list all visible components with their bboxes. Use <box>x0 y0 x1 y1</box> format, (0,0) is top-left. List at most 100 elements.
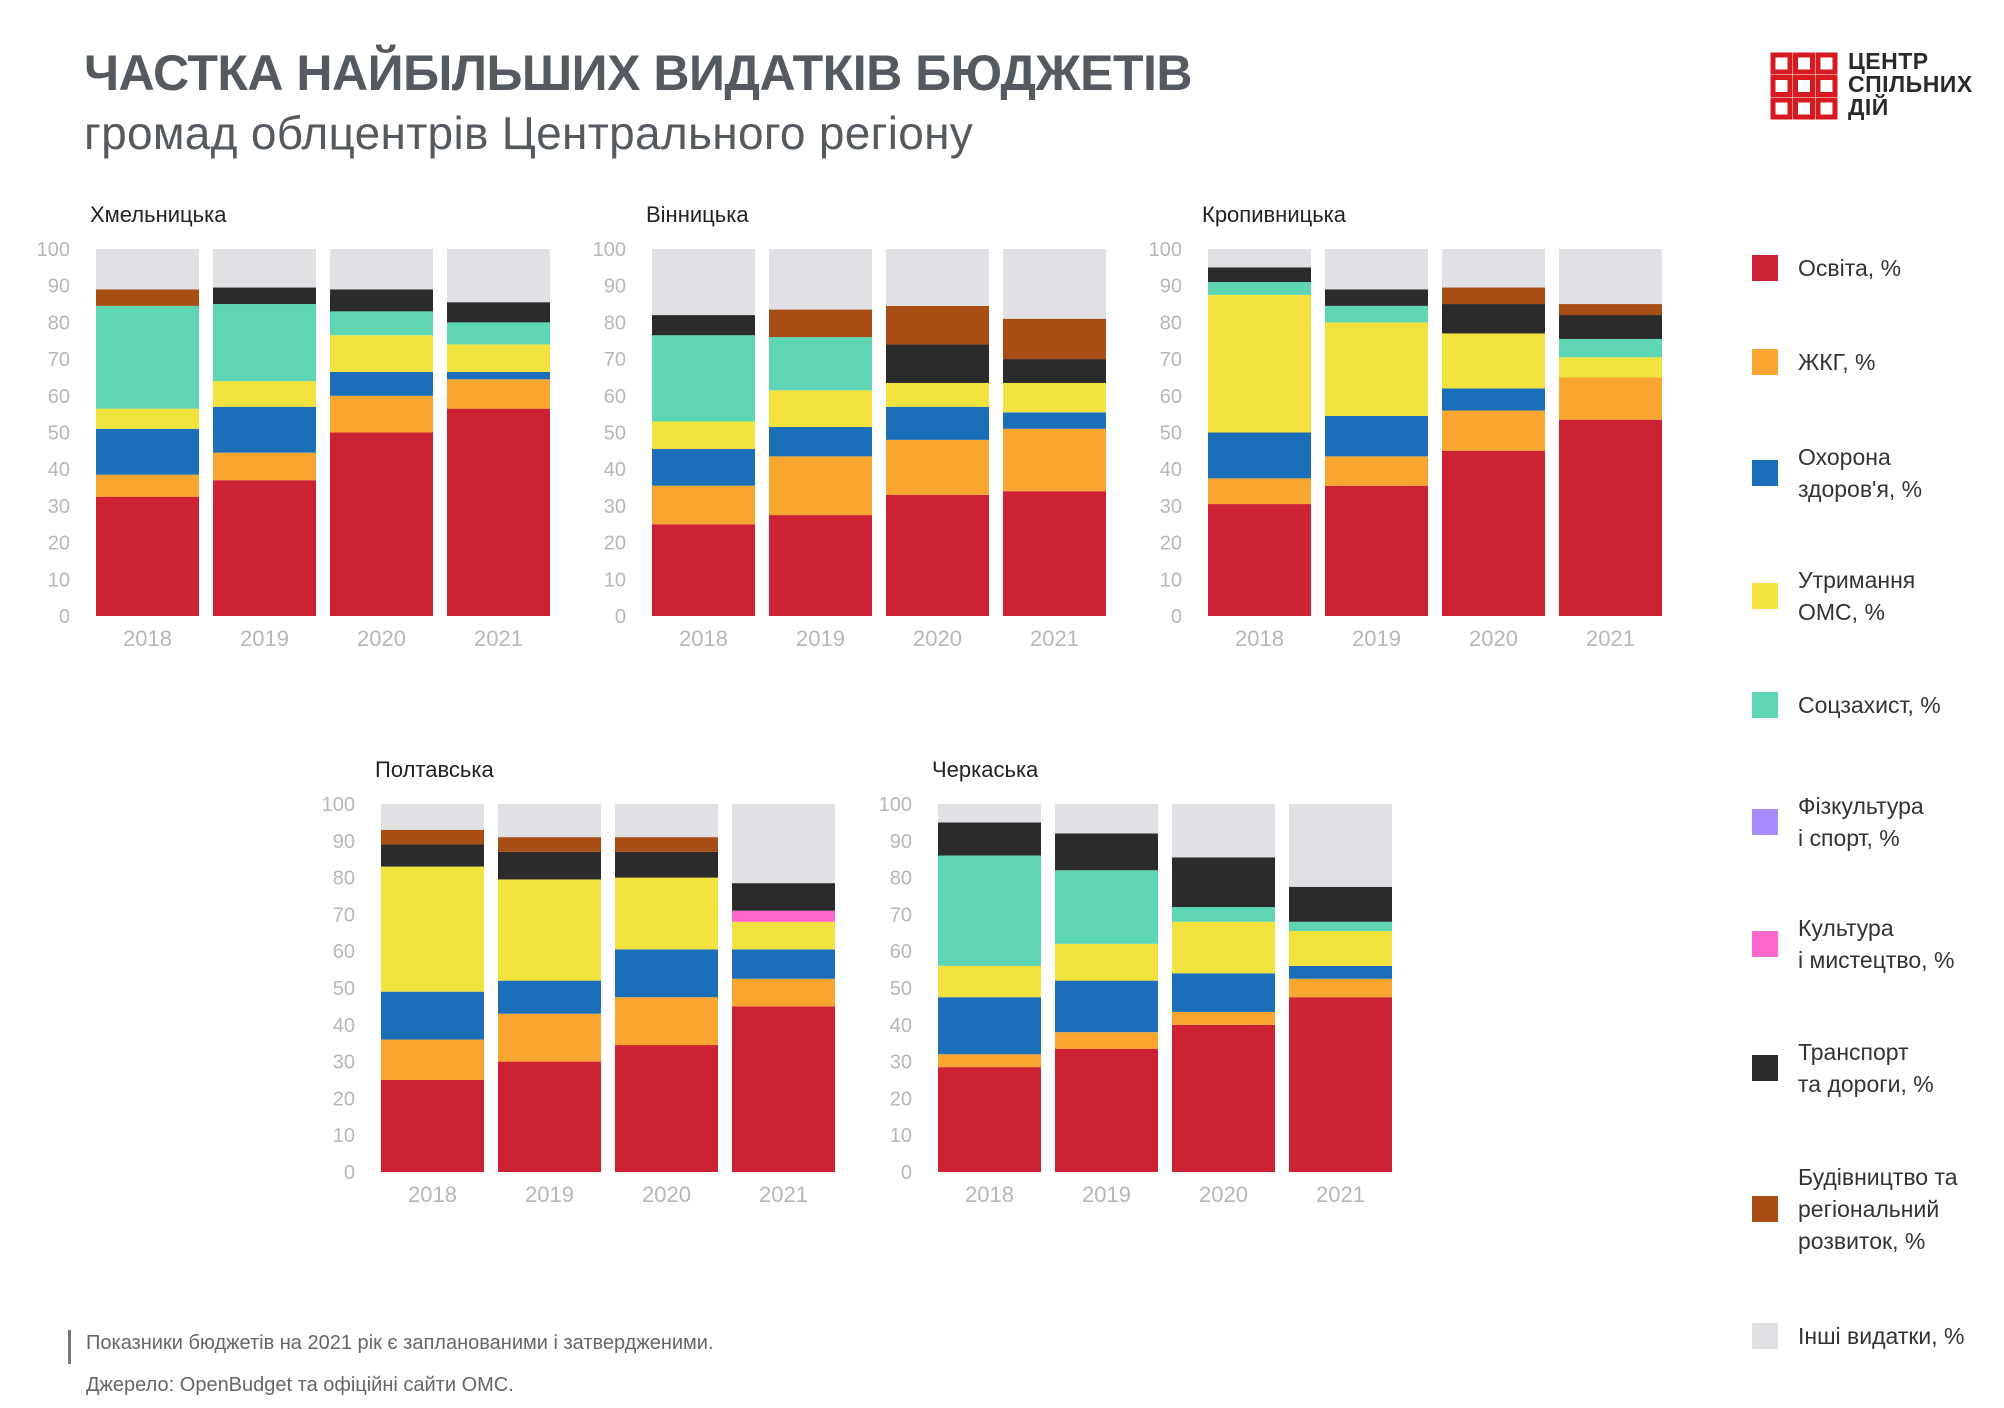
y-tick-label: 40 <box>1160 459 1182 481</box>
bar-segment <box>1003 382 1106 413</box>
footer-divider <box>68 1330 71 1364</box>
chart-panel: Вінницька 0 10 20 30 40 50 60 70 80 90 100 2018 2019 2… <box>593 202 1106 651</box>
bar-segment <box>1289 930 1392 966</box>
legend: Освіта, % ЖКГ, % Охорона здоров'я, % Утрима… <box>1752 0 2002 1408</box>
bar-segment <box>1172 1011 1275 1025</box>
bar-segment <box>886 305 989 345</box>
bar-segment <box>447 344 550 372</box>
y-tick-label: 70 <box>890 904 912 926</box>
bar-segment <box>615 804 718 838</box>
bar-segment <box>381 804 484 830</box>
bar-segment <box>1003 359 1106 383</box>
y-tick-label: 0 <box>1171 606 1182 628</box>
y-tick-label: 50 <box>48 423 70 445</box>
bar-segment <box>96 474 199 497</box>
y-tick-label: 50 <box>604 423 626 445</box>
bar-segment <box>1055 1048 1158 1172</box>
legend-label: Охорона здоров'я, % <box>1798 444 1923 502</box>
logo-line: ДІЙ <box>1848 94 1889 120</box>
bar-segment <box>1208 267 1311 283</box>
y-tick-label: 0 <box>344 1162 355 1184</box>
bar-segment <box>1325 305 1428 323</box>
legend-label: Соцзахист, % <box>1798 692 1941 718</box>
panel-title: Вінницька <box>646 202 749 227</box>
bar-segment <box>498 980 601 1014</box>
bar-segment <box>1172 857 1275 908</box>
bar-segment <box>886 406 989 440</box>
bar-segment <box>1289 921 1392 931</box>
y-tick-label: 10 <box>48 569 70 591</box>
bar-segment <box>1055 870 1158 944</box>
bar-segment <box>732 910 835 922</box>
bar-segment <box>1003 428 1106 492</box>
bar-segment <box>732 804 835 884</box>
bar-segment <box>96 289 199 306</box>
bar-segment <box>1325 456 1428 486</box>
bar-segment <box>615 837 718 852</box>
bar-segment <box>652 449 755 486</box>
chart-panel: Полтавська 0 10 20 30 40 50 60 70 80 90 100 2018 2019… <box>322 757 835 1207</box>
bar-segment <box>381 866 484 992</box>
y-tick-label: 90 <box>1160 276 1182 298</box>
bar-segment <box>615 851 718 878</box>
y-tick-label: 40 <box>890 1015 912 1037</box>
bar-segment <box>769 249 872 310</box>
bar-segment <box>938 1054 1041 1068</box>
bar-segment <box>886 439 989 495</box>
bar-segment <box>886 494 989 616</box>
legend-swatch <box>1752 1323 1778 1349</box>
bar-segment <box>1172 1024 1275 1172</box>
bar-segment <box>938 855 1041 966</box>
x-tick-label: 2021 <box>1030 626 1079 651</box>
y-tick-label: 100 <box>593 239 626 261</box>
bar-segment <box>1289 965 1392 979</box>
panel-title: Хмельницька <box>90 202 227 227</box>
legend-swatch <box>1752 809 1778 835</box>
bar-segment <box>938 1067 1041 1172</box>
bar-segment <box>938 997 1041 1055</box>
bar-segment <box>769 309 872 338</box>
bar-segment <box>1442 304 1545 334</box>
y-tick-label: 80 <box>604 312 626 334</box>
x-tick-label: 2019 <box>525 1182 574 1207</box>
bar-segment <box>498 1061 601 1172</box>
legend-swatch <box>1752 460 1778 486</box>
bar-segment <box>652 421 755 450</box>
bar-segment <box>1003 491 1106 616</box>
bar-segment <box>615 1045 718 1172</box>
x-tick-label: 2020 <box>1199 1182 1248 1207</box>
bar-segment <box>732 921 835 950</box>
bar-segment <box>96 408 199 429</box>
bar-segment <box>1055 1032 1158 1049</box>
bar-segment <box>1559 419 1662 616</box>
y-tick-label: 80 <box>333 868 355 890</box>
bar-segment <box>1442 410 1545 451</box>
bar-segment <box>886 382 989 407</box>
footer-source: Джерело: OpenBudget та офіційні сайти ОМ… <box>86 1374 514 1396</box>
bar-segment <box>381 1080 484 1172</box>
panel-title: Полтавська <box>375 757 494 782</box>
bar-segment <box>330 289 433 312</box>
y-tick-label: 90 <box>333 831 355 853</box>
x-tick-label: 2019 <box>796 626 845 651</box>
x-tick-label: 2018 <box>408 1182 457 1207</box>
bar-segment <box>938 804 1041 823</box>
legend-label: Утримання ОМС, % <box>1798 567 1916 625</box>
bar-segment <box>330 432 433 616</box>
bar-segment <box>330 249 433 290</box>
y-tick-label: 70 <box>48 349 70 371</box>
bar-segment <box>886 249 989 306</box>
y-tick-label: 70 <box>333 904 355 926</box>
bar-segment <box>652 335 755 422</box>
chart-subtitle: громад облцентрів Центрального регіону <box>84 107 974 159</box>
bar-segment <box>1325 289 1428 306</box>
bar-segment <box>213 406 316 453</box>
bar-segment <box>1289 997 1392 1172</box>
y-tick-label: 10 <box>604 569 626 591</box>
bar-segment <box>1289 804 1392 887</box>
y-tick-label: 100 <box>879 794 912 816</box>
bar-segment <box>1172 973 1275 1012</box>
x-tick-label: 2020 <box>1469 626 1518 651</box>
panel-title: Кропивницька <box>1202 202 1347 227</box>
bar-segment <box>498 837 601 852</box>
